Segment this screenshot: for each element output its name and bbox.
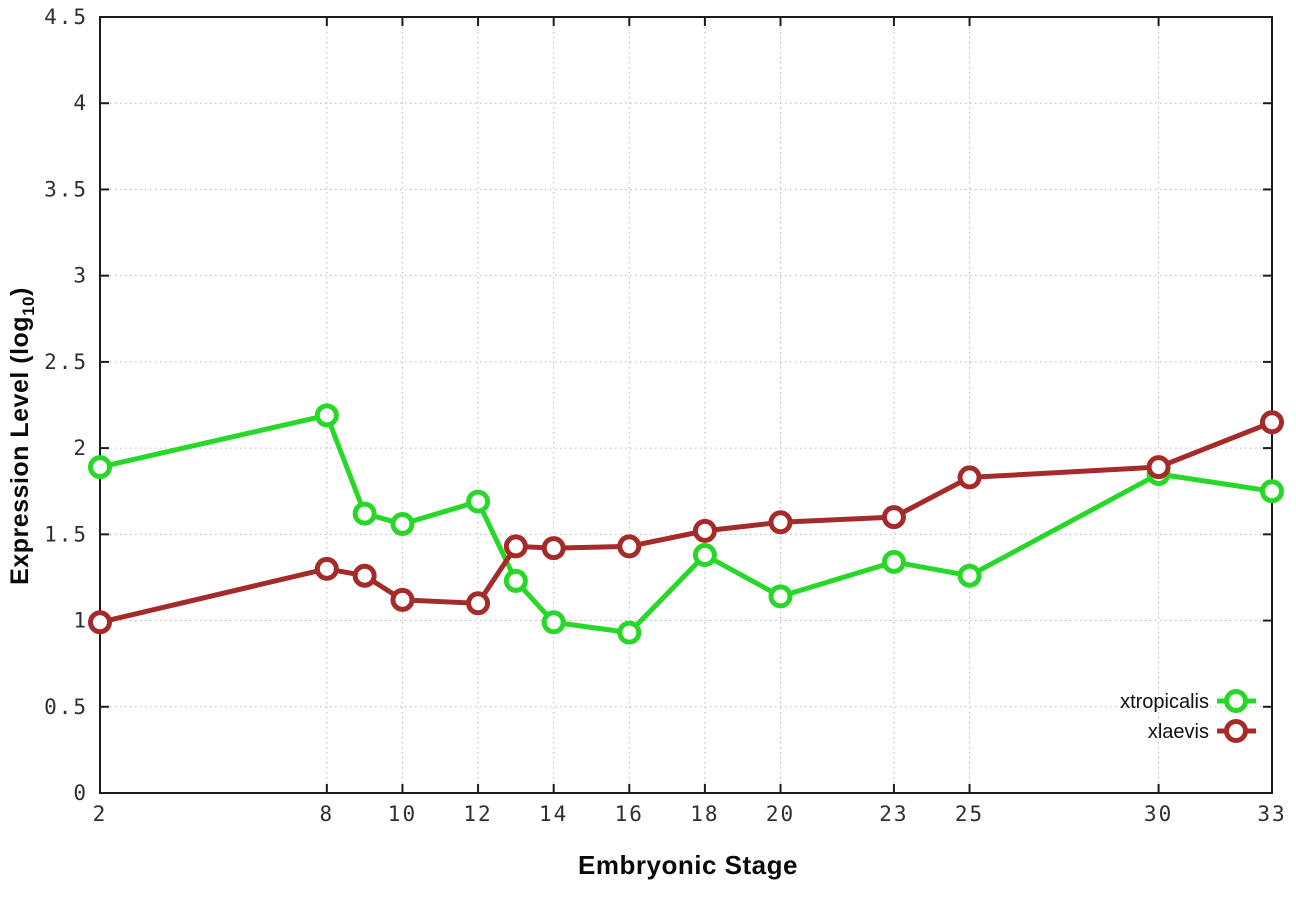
y-axis-title-subscript: 10 [19,296,38,316]
y-tick-label: 1 [73,609,88,633]
xtropicalis-marker [1260,479,1284,504]
x-tick-label: 20 [766,802,795,826]
xtropicalis-marker [617,620,642,645]
xlaevis-marker [881,505,906,530]
y-tick-label: 3.5 [44,177,88,201]
y-tick-label: 0 [73,781,88,805]
x-tick-label: 25 [955,802,984,826]
x-tick-label: 18 [690,802,719,826]
xtropicalis-marker [314,403,339,428]
x-axis-title: Embryonic Stage [578,850,798,880]
y-tick-label: 2.5 [44,350,88,374]
x-tick-label: 30 [1144,802,1173,826]
xtropicalis-marker [503,568,528,593]
y-axis-title-text: Expression Level (log [6,315,34,585]
xtropicalis-marker [692,543,717,568]
xlaevis-marker [503,534,528,559]
xlaevis-marker [692,518,717,543]
y-tick-label: 0.5 [44,695,88,719]
xlaevis-marker [88,610,112,635]
x-tick-label: 10 [388,802,417,826]
xtropicalis-marker [957,563,982,588]
legend-label-xlaevis: xlaevis [1148,721,1209,743]
x-tick-label: 23 [879,802,908,826]
xlaevis-marker [541,536,566,561]
y-tick-label: 4 [73,91,88,115]
x-tick-label: 2 [93,802,108,826]
xlaevis-marker [390,587,415,612]
xlaevis-marker [466,591,491,616]
xlaevis-marker [957,465,982,490]
y-axis-title-suffix: ) [6,287,34,296]
legend-marker-xtropicalis [1224,689,1248,713]
xtropicalis-marker [390,511,415,536]
xlaevis-marker [1146,455,1171,480]
plot-border [99,16,1273,794]
xtropicalis-marker [768,584,793,609]
xtropicalis-marker [466,489,491,514]
x-tick-label: 14 [539,802,568,826]
x-tick-label: 16 [615,802,644,826]
y-axis-title: Expression Level (log10) [6,136,38,736]
y-tick-label: 3 [73,264,88,288]
xtropicalis-marker [541,610,566,635]
xlaevis-marker [1260,410,1284,435]
legend-marker-xlaevis [1224,719,1248,743]
xlaevis-marker [617,534,642,559]
x-tick-label: 33 [1257,802,1286,826]
y-tick-label: 4.5 [44,5,88,29]
legend-label-xtropicalis: xtropicalis [1120,691,1209,713]
xtropicalis-marker [881,549,906,574]
xlaevis-line [97,419,1275,625]
xlaevis-marker [314,556,339,581]
xtropicalis-marker [352,501,377,526]
y-tick-label: 1.5 [44,522,88,546]
y-tick-label: 2 [73,436,88,460]
xtropicalis-marker [88,455,112,480]
x-tick-label: 8 [320,802,335,826]
xlaevis-marker [768,510,793,535]
x-tick-label: 12 [463,802,492,826]
xlaevis-marker [352,563,377,588]
